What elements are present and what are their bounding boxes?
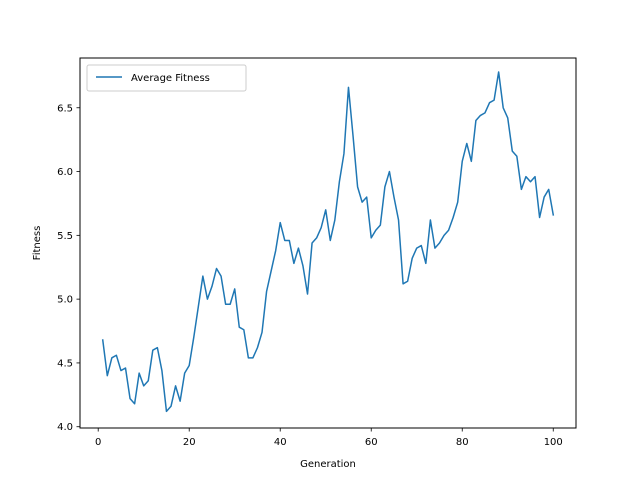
plot-area (80, 58, 576, 428)
x-axis-label: Generation (300, 459, 356, 470)
legend-box (86, 64, 247, 92)
series-layer (101, 71, 555, 413)
x-tick-label: 80 (456, 437, 469, 448)
y-tick-label: 5.0 (57, 295, 73, 306)
y-tick-label: 5.5 (57, 231, 73, 242)
x-tick-label: 20 (183, 437, 196, 448)
x-tick-label: 0 (95, 437, 101, 448)
y-tick-label: 4.0 (57, 422, 73, 433)
x-tick-label: 100 (544, 437, 563, 448)
y-tick-label: 6.5 (57, 103, 73, 114)
x-axis-ticks: 0 20 40 60 80 100 (95, 428, 563, 448)
series-line-0 (101, 71, 555, 413)
y-tick-label: 6.0 (57, 167, 73, 178)
legend: Average Fitness (86, 64, 247, 92)
y-axis-ticks: 4.0 4.5 5.0 5.5 6.0 6.5 (57, 103, 80, 433)
legend-label: Average Fitness (131, 73, 210, 84)
axes-background (80, 58, 576, 428)
y-axis-label: Fitness (32, 226, 43, 261)
axes-frame (79, 57, 577, 429)
y-tick-label: 4.5 (57, 358, 73, 369)
x-tick-label: 40 (274, 437, 287, 448)
x-tick-label: 60 (365, 437, 378, 448)
